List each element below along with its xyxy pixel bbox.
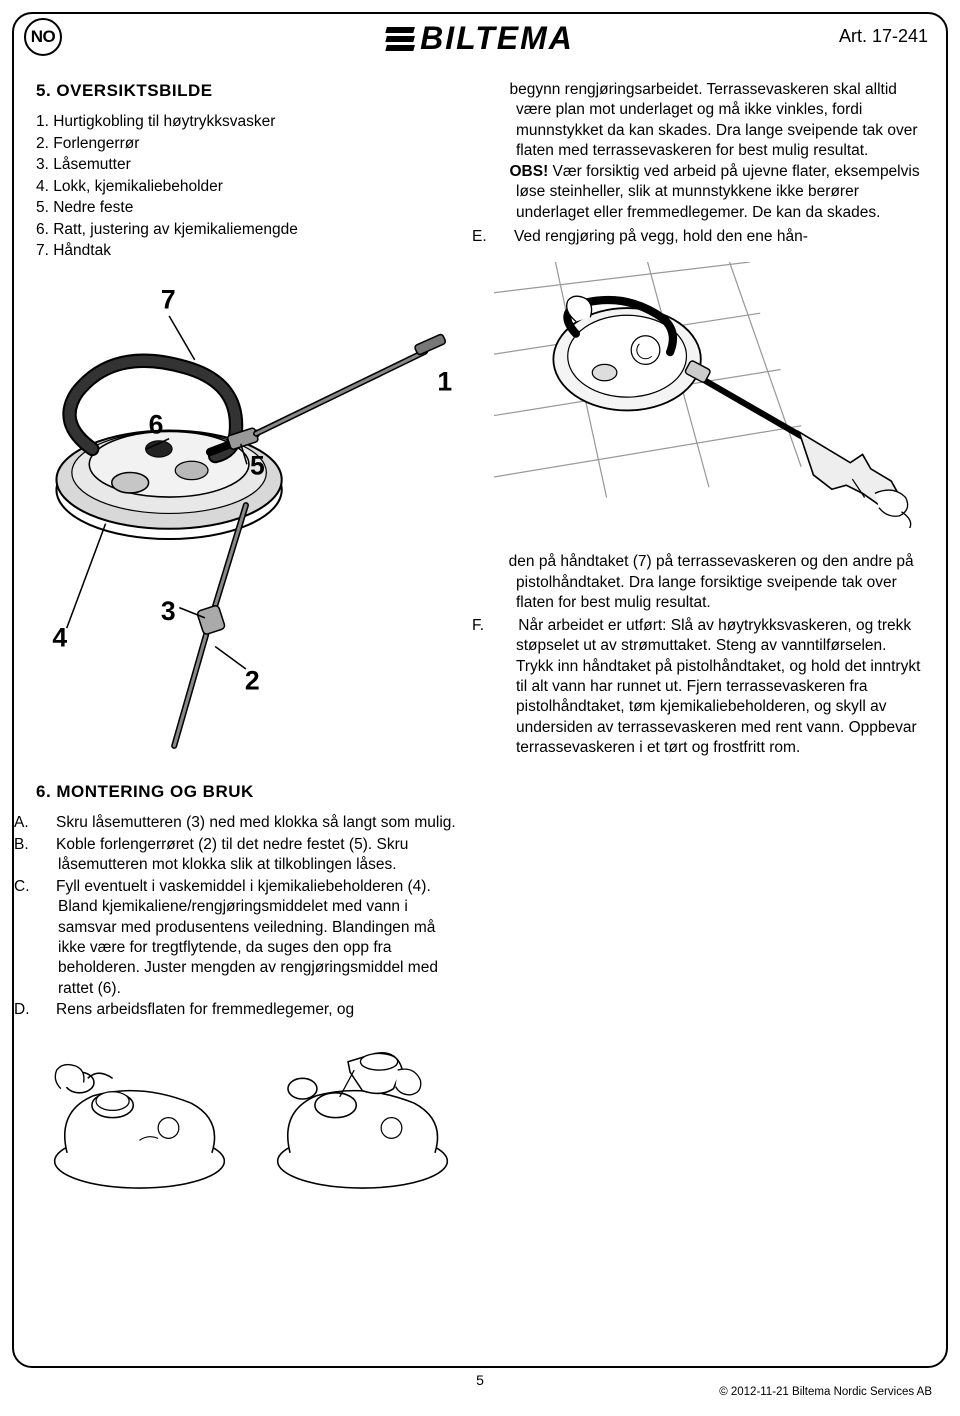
section-6-title: 6. MONTERING OG BRUK	[36, 781, 466, 803]
diagram-label-6: 6	[149, 409, 164, 439]
page-footer: 5 © 2012-11-21 Biltema Nordic Services A…	[0, 1386, 960, 1398]
step-F: F. Når arbeidet er utført: Slå av høytry…	[494, 616, 924, 759]
brand-logo: BILTEMA	[386, 20, 574, 57]
steps-list-left: A.Skru låsemutteren (3) ned med klokka s…	[36, 813, 466, 1021]
overview-item-1: 1. Hurtigkobling til høytrykksvasker	[36, 112, 466, 132]
step-E-start: E.Ved rengjøring på vegg, hold den ene h…	[494, 227, 924, 247]
wall-clean-illustration	[494, 262, 924, 535]
diagram-label-2: 2	[245, 665, 260, 695]
overview-item-4: 4. Lokk, kjemikaliebeholder	[36, 177, 466, 197]
section-5: 5. OVERSIKTSBILDE 1. Hurtigkobling til h…	[36, 80, 466, 262]
language-badge: NO	[24, 18, 62, 56]
brand-text: BILTEMA	[420, 20, 574, 57]
steps-list-right-F: F. Når arbeidet er utført: Slå av høytry…	[494, 616, 924, 759]
fill-illus-2	[259, 1039, 466, 1201]
right-column: D.begynn rengjøringsarbeidet. Terrasseva…	[494, 80, 924, 1356]
page-number: 5	[466, 1372, 494, 1388]
left-column: 5. OVERSIKTSBILDE 1. Hurtigkobling til h…	[36, 80, 466, 1356]
steps-list-right-E: E.Ved rengjøring på vegg, hold den ene h…	[494, 227, 924, 247]
step-B: B.Koble forlengerrøret (2) til det nedre…	[36, 835, 466, 876]
overview-item-6: 6. Ratt, justering av kjemikaliemengde	[36, 220, 466, 240]
content-area: 5. OVERSIKTSBILDE 1. Hurtigkobling til h…	[36, 80, 924, 1356]
step-C: C.Fyll eventuelt i vaskemiddel i kjemika…	[36, 877, 466, 1000]
overview-list: 1. Hurtigkobling til høytrykksvasker 2. …	[36, 112, 466, 261]
brand-flag-icon	[386, 27, 414, 51]
section-6: 6. MONTERING OG BRUK A.Skru låsemutteren…	[36, 781, 466, 1021]
diagram-label-5: 5	[250, 450, 265, 480]
overview-item-7: 7. Håndtak	[36, 241, 466, 261]
copyright: © 2012-11-21 Biltema Nordic Services AB	[719, 1386, 932, 1398]
diagram-label-1: 1	[437, 366, 452, 396]
article-number: Art. 17-241	[839, 26, 928, 47]
step-D-start: D.Rens arbeidsflaten for fremmedlegemer,…	[36, 1000, 466, 1020]
diagram-label-7: 7	[161, 284, 176, 314]
section-5-title: 5. OVERSIKTSBILDE	[36, 80, 466, 102]
overview-item-5: 5. Nedre feste	[36, 198, 466, 218]
diagram-svg: 1 7 6 5 4 3 2	[36, 280, 466, 761]
diagram-label-4: 4	[52, 622, 67, 652]
step-D-continued: D.begynn rengjøringsarbeidet. Terrasseva…	[494, 80, 924, 223]
filling-illustrations	[36, 1039, 466, 1201]
diagram-label-3: 3	[161, 596, 176, 626]
obs-label: OBS!	[510, 163, 549, 180]
step-E-continued: E.den på håndtaket (7) på terrassevasker…	[494, 552, 924, 613]
step-A: A.Skru låsemutteren (3) ned med klokka s…	[36, 813, 466, 833]
overview-item-2: 2. Forlengerrør	[36, 134, 466, 154]
overview-item-3: 3. Låsemutter	[36, 155, 466, 175]
fill-illus-1	[36, 1039, 243, 1201]
overview-diagram: 1 7 6 5 4 3 2	[36, 280, 466, 761]
